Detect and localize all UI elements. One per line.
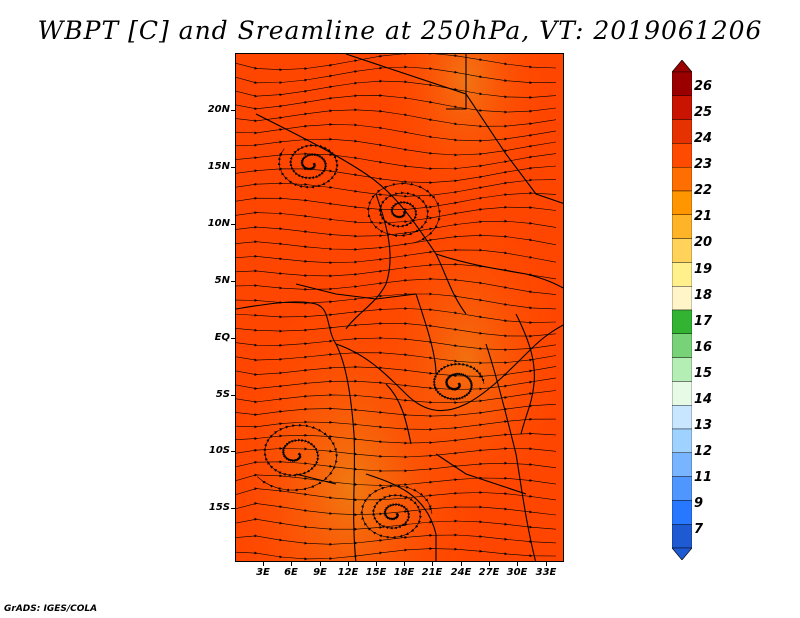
colorbar-label: 22	[694, 183, 713, 198]
colorbar-swatch	[671, 119, 693, 144]
colorbar-swatch	[671, 405, 693, 430]
colorbar-bottom-arrow	[671, 547, 693, 561]
colorbar-label: 14	[694, 392, 713, 407]
colorbar-label: 7	[694, 522, 704, 537]
lat-label: 5S	[215, 389, 230, 400]
colorbar-swatch	[671, 190, 693, 215]
lat-label: 10S	[208, 445, 230, 456]
colorbar-label: 13	[694, 418, 713, 433]
colorbar-swatch	[671, 262, 693, 287]
colorbar	[671, 59, 693, 561]
colorbar-label: 15	[694, 366, 713, 381]
colorbar-swatch	[671, 381, 693, 406]
colorbar-swatch	[671, 524, 693, 549]
colorbar-swatch	[671, 166, 693, 192]
colorbar-swatch	[671, 357, 693, 382]
colorbar-label: 12	[694, 444, 713, 459]
streamline-map	[236, 54, 563, 561]
lat-label: 5N	[214, 275, 230, 286]
colorbar-label: 20	[694, 235, 713, 250]
colorbar-label: 26	[694, 79, 713, 94]
colorbar-swatch	[671, 309, 693, 334]
lat-label: 15S	[208, 502, 230, 513]
colorbar-label: 11	[694, 470, 713, 485]
colorbar-swatch	[671, 95, 693, 120]
lon-label: 24E	[450, 567, 472, 578]
lon-label: 12E	[337, 567, 359, 578]
colorbar-label: 16	[694, 340, 713, 355]
lat-label: 10N	[207, 218, 230, 229]
lat-label: 20N	[207, 104, 230, 115]
colorbar-swatch	[671, 285, 693, 311]
colorbar-label: 17	[694, 314, 713, 329]
lon-label: 30E	[506, 567, 528, 578]
lon-label: 18E	[393, 567, 415, 578]
chart-title: WBPT [C] and Sreamline at 250hPa, VT: 20…	[37, 16, 763, 45]
footer-credit: GrADS: IGES/COLA	[4, 604, 98, 614]
colorbar-label: 9	[694, 496, 704, 511]
colorbar-label: 18	[694, 288, 713, 303]
colorbar-swatch	[671, 71, 693, 96]
colorbar-swatch	[671, 476, 693, 501]
map-panel	[235, 53, 564, 562]
colorbar-label: 23	[694, 157, 713, 172]
lon-label: 27E	[478, 567, 500, 578]
colorbar-label: 25	[694, 105, 713, 120]
lon-label: 21E	[421, 567, 443, 578]
colorbar-label: 21	[694, 209, 713, 224]
lon-label: 15E	[365, 567, 387, 578]
colorbar-label: 19	[694, 262, 713, 277]
streamlines	[236, 54, 557, 561]
colorbar-swatch	[671, 452, 693, 477]
colorbar-label: 24	[694, 131, 713, 146]
colorbar-swatch	[671, 214, 693, 239]
colorbar-swatch	[671, 428, 693, 453]
lat-label: EQ	[214, 332, 230, 343]
lon-label: 9E	[313, 567, 327, 578]
colorbar-swatch	[671, 500, 693, 525]
lon-label: 33E	[535, 567, 557, 578]
lat-label: 15N	[207, 161, 230, 172]
lon-label: 3E	[256, 567, 270, 578]
colorbar-swatch	[671, 238, 693, 263]
colorbar-top-arrow	[671, 59, 693, 73]
lon-label: 6E	[284, 567, 298, 578]
colorbar-swatch	[671, 333, 693, 358]
colorbar-swatch	[671, 143, 693, 168]
